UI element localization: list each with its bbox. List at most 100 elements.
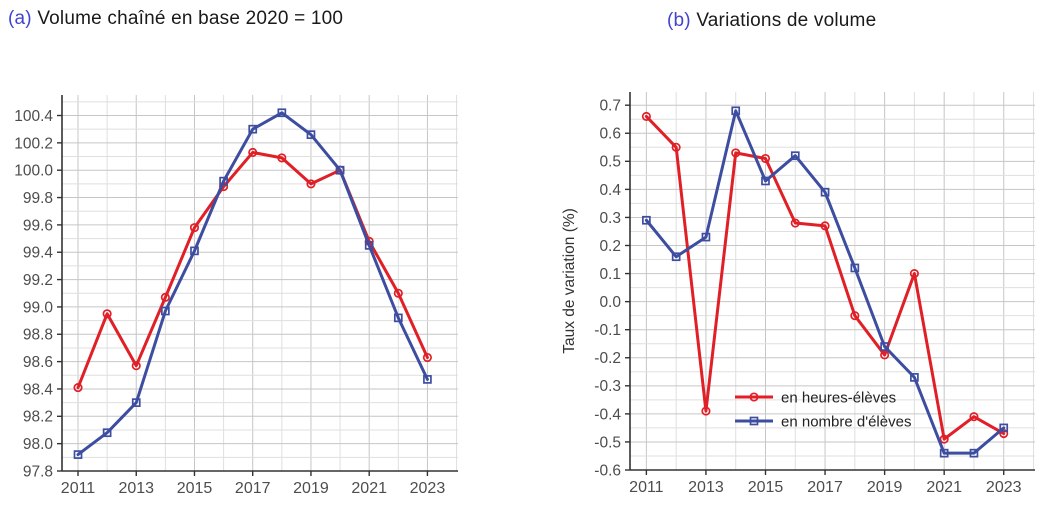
data-point-square <box>820 187 830 197</box>
x-tick-label: 2019 <box>293 480 329 497</box>
series-en-nombre-d-eleves <box>73 108 432 459</box>
y-tick-label: -0.1 <box>594 322 621 339</box>
data-point-circle <box>422 352 432 363</box>
y-tick-label: -0.6 <box>594 462 621 479</box>
data-point-circle <box>102 309 112 319</box>
data-point-circle <box>790 218 800 228</box>
data-point-circle <box>277 153 287 163</box>
data-point-circle <box>641 111 651 121</box>
data-point-square <box>761 176 770 186</box>
data-point-square <box>790 151 800 161</box>
y-tick-label: 99.2 <box>23 272 53 289</box>
data-point-square <box>219 176 228 186</box>
y-tick-label: -0.2 <box>594 350 621 367</box>
data-point-square <box>248 124 258 134</box>
y-tick-label: 98.4 <box>23 381 54 398</box>
data-point-square <box>642 215 651 225</box>
series-line <box>644 114 1006 441</box>
y-tick-label: 98.6 <box>23 354 53 371</box>
gridlines <box>630 92 1035 471</box>
data-point-square <box>131 398 141 407</box>
data-point-circle <box>393 288 403 298</box>
data-point-circle <box>701 406 711 416</box>
data-point-square <box>969 448 979 458</box>
axes <box>625 92 1035 475</box>
data-point-square <box>731 106 741 116</box>
data-point-circle <box>731 148 741 158</box>
data-point-square <box>671 252 681 262</box>
y-tick-label: 100.0 <box>14 163 53 180</box>
data-point-circle <box>73 383 83 393</box>
y-tick-label: 0.0 <box>599 294 621 311</box>
x-tick-label: 2021 <box>926 479 962 496</box>
gridlines <box>62 95 458 472</box>
y-tick-label: 0.7 <box>599 98 621 115</box>
series-en-heures-eleves <box>641 111 1009 444</box>
x-tick-label: 2021 <box>351 480 387 497</box>
data-point-circle <box>850 311 860 321</box>
data-point-square <box>850 263 860 273</box>
data-point-circle <box>248 147 258 157</box>
y-tick-label: 98.2 <box>23 409 53 426</box>
data-point-square <box>73 450 83 459</box>
y-tick-label: 0.5 <box>599 154 621 171</box>
y-tick-label: -0.4 <box>594 406 621 423</box>
data-point-square <box>277 108 287 118</box>
panel-a-title-prefix: (a) <box>8 8 32 29</box>
y-tick-label: 97.8 <box>23 463 53 480</box>
axes <box>57 95 458 476</box>
data-point-circle <box>969 412 979 422</box>
x-tick-label: 2011 <box>629 479 664 496</box>
y-tick-label: 0.3 <box>599 210 621 227</box>
panel-b-title: (b) Variations de volume <box>667 10 876 32</box>
data-point-circle <box>306 179 316 189</box>
legend-item-en-heures-eleves: en heures-élèves <box>735 389 896 406</box>
series-line <box>644 109 1006 455</box>
y-axis-title: Taux de variation (%) <box>561 208 578 354</box>
y-tick-label: 99.4 <box>23 245 54 262</box>
data-point-square <box>393 313 403 323</box>
y-tick-label: 99.8 <box>23 190 53 207</box>
data-point-square <box>880 342 889 351</box>
legend-label: en nombre d'élèves <box>781 413 911 430</box>
data-point-square <box>364 241 374 250</box>
data-point-square <box>701 232 711 242</box>
x-tick-label: 2019 <box>867 479 903 496</box>
y-tick-label: 98.8 <box>23 327 53 344</box>
data-point-circle <box>909 269 919 279</box>
x-tick-label: 2015 <box>177 480 213 497</box>
x-tick-label: 2023 <box>410 480 446 497</box>
series-en-nombre-d-eleves <box>642 106 1009 458</box>
data-point-square <box>335 165 345 175</box>
x-tick-label: 2017 <box>235 480 271 497</box>
legend-label: en heures-élèves <box>781 389 896 406</box>
chart-b-volume-variations: -0.6 -0.5 -0.4 -0.3 -0.2 -0.1 0.0 0.1 0.2 0.3 0.4 0… <box>561 92 1035 496</box>
data-point-circle <box>880 350 890 360</box>
x-tick-label: 2023 <box>986 479 1022 496</box>
y-tick-label: 100.4 <box>14 108 53 125</box>
x-tick-label: 2013 <box>118 480 154 497</box>
data-point-square <box>749 416 759 426</box>
data-point-circle <box>760 153 771 164</box>
legend: en heures-élèves en nombre d'élèves <box>735 389 911 430</box>
panel-a-title: (a) Volume chaîné en base 2020 = 100 <box>8 8 343 30</box>
data-point-circle <box>189 223 200 233</box>
chart-a-volume-index: 97.8 98.0 98.2 98.4 98.6 98.8 99.0 99.2 99.4 99.6… <box>14 95 458 497</box>
data-point-circle <box>820 221 830 231</box>
data-point-square <box>939 448 949 458</box>
series-line <box>76 111 429 457</box>
x-tick-label: 2017 <box>807 479 843 496</box>
data-point-circle <box>939 434 949 444</box>
x-tick-label: 2015 <box>748 479 784 496</box>
data-point-circle <box>160 292 170 302</box>
y-tick-label: 0.4 <box>599 182 621 199</box>
legend-item-en-nombre-d-eleves: en nombre d'élèves <box>735 413 911 430</box>
y-tick-label: 98.0 <box>23 436 54 453</box>
y-tick-label: 100.2 <box>14 135 53 152</box>
data-point-square <box>999 423 1009 433</box>
panel-b-title-prefix: (b) <box>667 10 691 31</box>
data-point-square <box>161 306 170 316</box>
x-tick-label: 2013 <box>688 479 724 496</box>
y-tick-label: -0.3 <box>594 378 621 395</box>
